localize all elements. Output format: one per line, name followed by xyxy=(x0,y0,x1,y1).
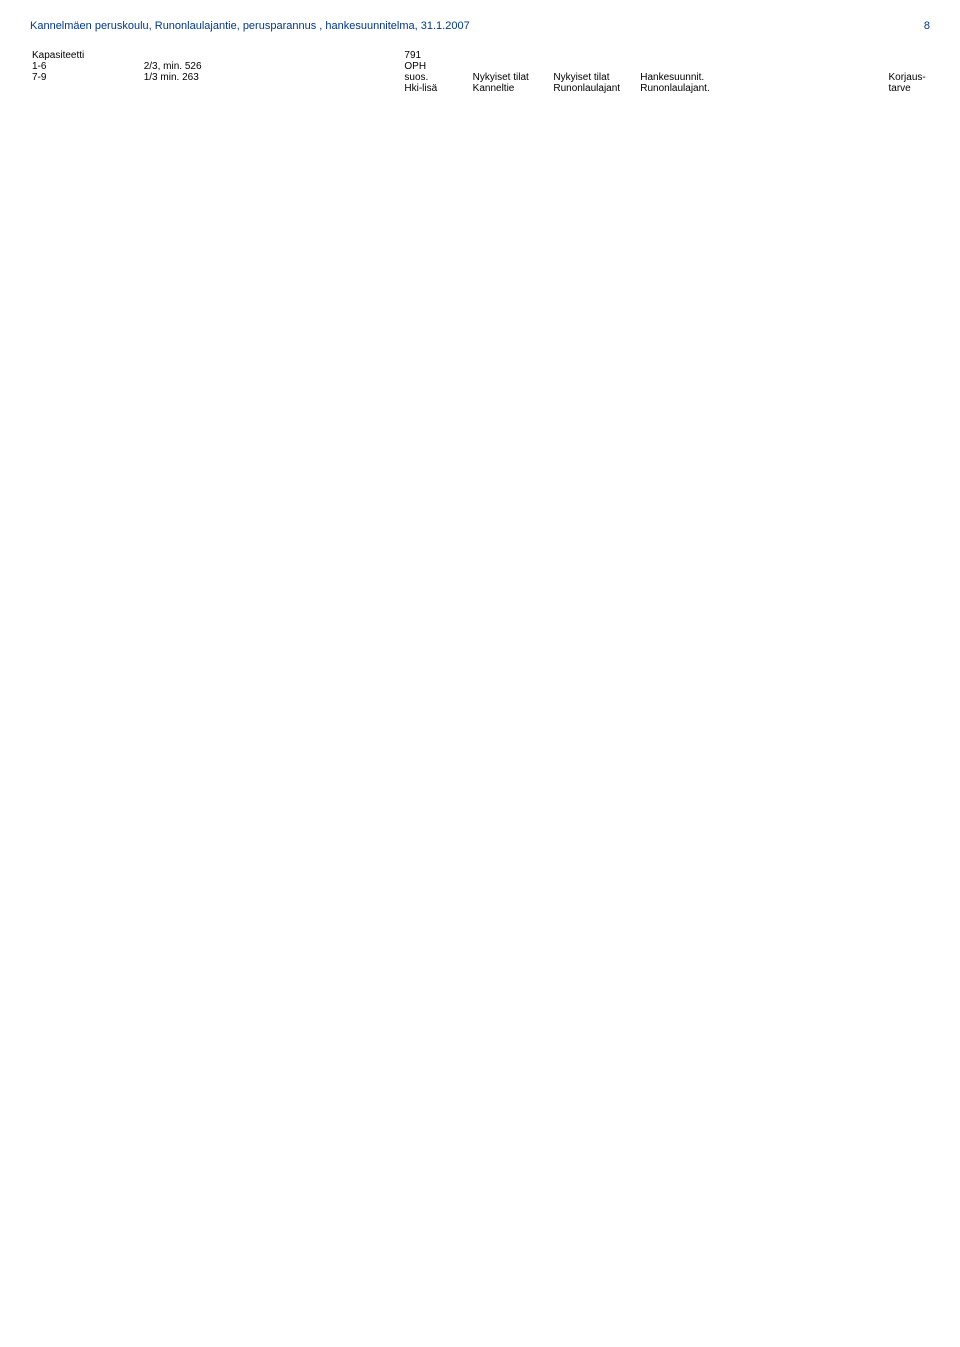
cell: OPH xyxy=(402,61,470,72)
cell xyxy=(334,83,402,94)
cell xyxy=(471,50,552,61)
cell xyxy=(142,83,334,94)
table-row: Kapasiteetti 791 xyxy=(30,50,930,61)
cell xyxy=(713,61,887,72)
doc-header: Kannelmäen peruskoulu, Runonlaulajantie,… xyxy=(30,20,930,32)
cell xyxy=(334,50,402,61)
cell: Hki-lisä xyxy=(402,83,470,94)
cell xyxy=(551,50,638,61)
table-row: 1-62/3, min. 526 OPH xyxy=(30,61,930,72)
table-row: 7-91/3 min. 263suos.Nykyiset tilatNykyis… xyxy=(30,72,930,83)
cell xyxy=(886,61,930,72)
table-row: Hki-lisäKanneltieRunonlaulajantRunonlaul… xyxy=(30,83,930,94)
cell xyxy=(713,83,887,94)
cell: 2/3, min. 526 xyxy=(142,61,334,72)
cell: Runonlaulajant. xyxy=(638,83,712,94)
cell xyxy=(886,50,930,61)
cell xyxy=(30,83,142,94)
cell: Hankesuunnit. xyxy=(638,72,712,83)
cell xyxy=(713,50,887,61)
cell xyxy=(334,72,402,83)
cell: tarve xyxy=(886,83,930,94)
cell: 1-6 xyxy=(30,61,142,72)
doc-title: Kannelmäen peruskoulu, Runonlaulajantie,… xyxy=(30,20,470,32)
cell: Nykyiset tilat xyxy=(551,72,638,83)
cell xyxy=(713,72,887,83)
cell xyxy=(551,61,638,72)
cell xyxy=(638,61,712,72)
cell: suos. xyxy=(402,72,470,83)
cell xyxy=(638,50,712,61)
cell xyxy=(334,61,402,72)
cell: 1/3 min. 263 xyxy=(142,72,334,83)
main-table: Kapasiteetti 791 1-62/3, min. 526 OPH 7-91/3… xyxy=(30,50,930,94)
cell: Kanneltie xyxy=(471,83,552,94)
cell: Kapasiteetti xyxy=(30,50,142,61)
cell: Nykyiset tilat xyxy=(471,72,552,83)
cell: Korjaus- xyxy=(886,72,930,83)
cell: 7-9 xyxy=(30,72,142,83)
cell xyxy=(471,61,552,72)
cell: Runonlaulajant xyxy=(551,83,638,94)
cell: 791 xyxy=(402,50,470,61)
cell xyxy=(142,50,334,61)
page-number: 8 xyxy=(924,20,930,32)
